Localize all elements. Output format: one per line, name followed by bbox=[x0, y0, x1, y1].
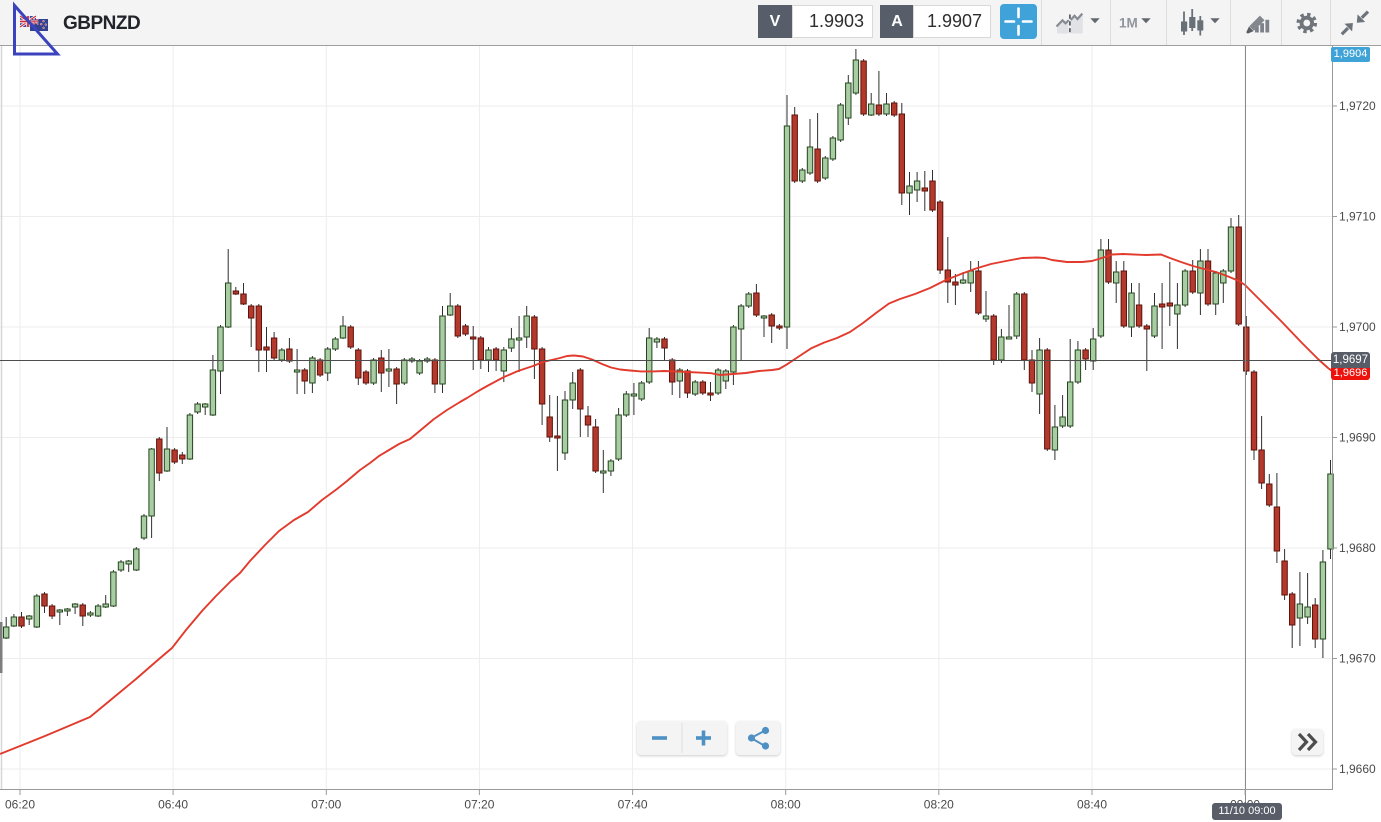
svg-text:1,9710: 1,9710 bbox=[1339, 210, 1376, 224]
svg-text:1,9720: 1,9720 bbox=[1339, 99, 1376, 113]
svg-text:1,9660: 1,9660 bbox=[1339, 762, 1376, 776]
svg-text:1,9700: 1,9700 bbox=[1339, 320, 1376, 334]
svg-text:1,9690: 1,9690 bbox=[1339, 431, 1376, 445]
svg-text:07:20: 07:20 bbox=[464, 798, 494, 812]
svg-text:08:40: 08:40 bbox=[1077, 798, 1107, 812]
svg-text:06:40: 06:40 bbox=[158, 798, 188, 812]
svg-text:1,9670: 1,9670 bbox=[1339, 652, 1376, 666]
svg-text:08:00: 08:00 bbox=[771, 798, 801, 812]
svg-text:06:20: 06:20 bbox=[5, 798, 35, 812]
svg-text:07:40: 07:40 bbox=[618, 798, 648, 812]
svg-text:1M: 1M bbox=[1119, 16, 1138, 31]
svg-text:1,9680: 1,9680 bbox=[1339, 541, 1376, 555]
svg-text:07:00: 07:00 bbox=[311, 798, 341, 812]
svg-text:08:20: 08:20 bbox=[924, 798, 954, 812]
